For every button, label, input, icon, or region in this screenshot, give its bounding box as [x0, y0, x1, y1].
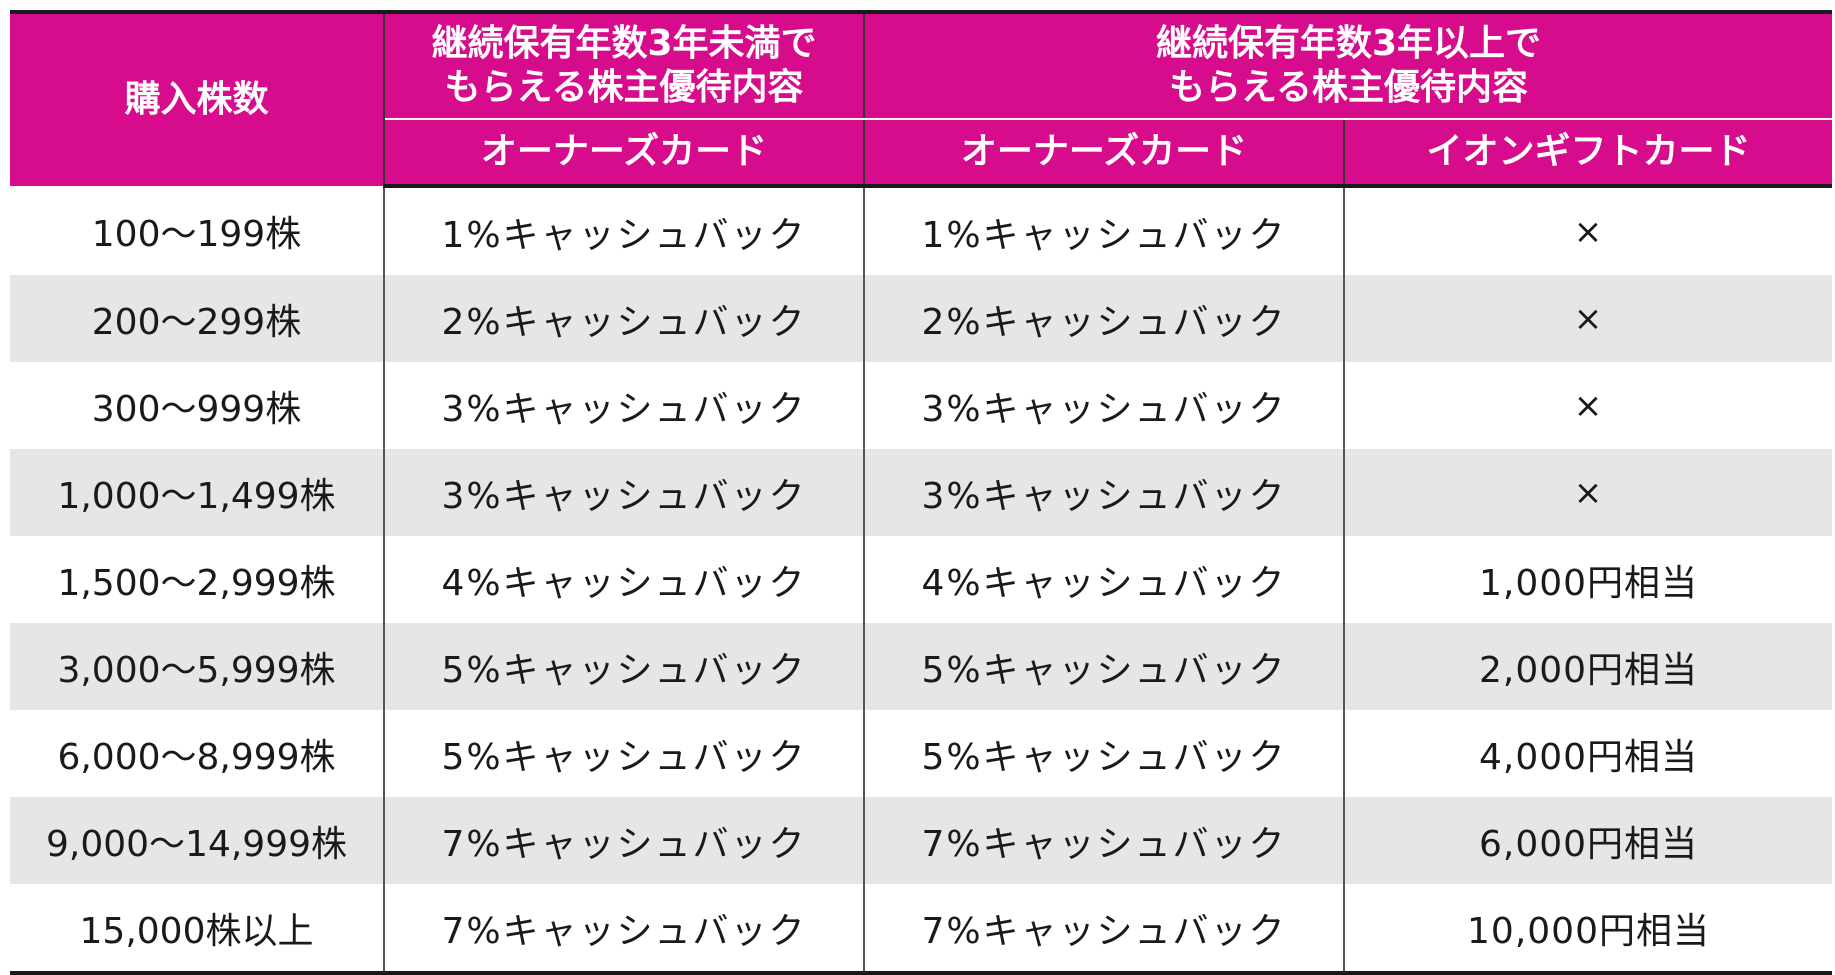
cell-owners-card-under-3: 2%キャッシュバック: [383, 275, 865, 362]
cell-owners-card-over-3: 5%キャッシュバック: [863, 623, 1345, 710]
cell-owners-card-under-3: 5%キャッシュバック: [383, 710, 865, 797]
cell-shares: 6,000～8,999株: [10, 710, 385, 797]
cell-gift-card: ×: [1343, 186, 1832, 275]
cell-owners-card-under-3: 1%キャッシュバック: [383, 186, 865, 275]
table-row: 3,000～5,999株 5%キャッシュバック 5%キャッシュバック 2,000…: [10, 623, 1832, 710]
cell-owners-card-under-3: 3%キャッシュバック: [383, 362, 865, 449]
header-group-over-3-years: 継続保有年数3年以上で もらえる株主優待内容: [863, 12, 1832, 120]
table-row: 200～299株 2%キャッシュバック 2%キャッシュバック ×: [10, 275, 1832, 362]
cell-gift-card: 2,000円相当: [1343, 623, 1832, 710]
table-row: 6,000～8,999株 5%キャッシュバック 5%キャッシュバック 4,000…: [10, 710, 1832, 797]
cell-gift-card: 4,000円相当: [1343, 710, 1832, 797]
table-row: 300～999株 3%キャッシュバック 3%キャッシュバック ×: [10, 362, 1832, 449]
cell-owners-card-under-3: 7%キャッシュバック: [383, 797, 865, 884]
cell-owners-card-over-3: 2%キャッシュバック: [863, 275, 1345, 362]
cell-owners-card-under-3: 3%キャッシュバック: [383, 449, 865, 536]
header-owners-card-under-3: オーナーズカード: [383, 119, 865, 188]
shareholder-benefits-table: 購入株数 継続保有年数3年未満で もらえる株主優待内容 継続保有年数3年以上で …: [10, 10, 1832, 975]
cell-owners-card-over-3: 4%キャッシュバック: [863, 536, 1345, 623]
table-row: 9,000～14,999株 7%キャッシュバック 7%キャッシュバック 6,00…: [10, 797, 1832, 884]
cell-owners-card-over-3: 7%キャッシュバック: [863, 884, 1345, 975]
cell-gift-card: ×: [1343, 362, 1832, 449]
cell-owners-card-under-3: 7%キャッシュバック: [383, 884, 865, 975]
cell-gift-card: ×: [1343, 449, 1832, 536]
header-group-over-3-years-line2: もらえる株主優待内容: [1169, 67, 1528, 108]
cell-shares: 100～199株: [10, 186, 385, 275]
cell-gift-card: 6,000円相当: [1343, 797, 1832, 884]
header-purchased-shares: 購入株数: [10, 12, 385, 186]
cell-shares: 3,000～5,999株: [10, 623, 385, 710]
cell-owners-card-over-3: 1%キャッシュバック: [863, 186, 1345, 275]
cell-shares: 200～299株: [10, 275, 385, 362]
cell-owners-card-over-3: 5%キャッシュバック: [863, 710, 1345, 797]
cell-gift-card: 10,000円相当: [1343, 884, 1832, 975]
table-row: 100～199株 1%キャッシュバック 1%キャッシュバック ×: [10, 186, 1832, 275]
cell-shares: 1,000～1,499株: [10, 449, 385, 536]
cell-owners-card-over-3: 3%キャッシュバック: [863, 449, 1345, 536]
cell-owners-card-under-3: 5%キャッシュバック: [383, 623, 865, 710]
table-row: 1,000～1,499株 3%キャッシュバック 3%キャッシュバック ×: [10, 449, 1832, 536]
header-group-under-3-years-line2: もらえる株主優待内容: [444, 67, 804, 108]
cell-shares: 9,000～14,999株: [10, 797, 385, 884]
cell-gift-card: ×: [1343, 275, 1832, 362]
cell-owners-card-under-3: 4%キャッシュバック: [383, 536, 865, 623]
cell-gift-card: 1,000円相当: [1343, 536, 1832, 623]
cell-shares: 15,000株以上: [10, 884, 385, 975]
cell-shares: 1,500～2,999株: [10, 536, 385, 623]
header-aeon-gift-card: イオンギフトカード: [1343, 119, 1832, 188]
header-group-under-3-years-line1: 継続保有年数3年未満で: [431, 23, 817, 64]
shareholder-benefits-table-container: 購入株数 継続保有年数3年未満で もらえる株主優待内容 継続保有年数3年以上で …: [10, 10, 1832, 975]
cell-shares: 300～999株: [10, 362, 385, 449]
table-row: 1,500～2,999株 4%キャッシュバック 4%キャッシュバック 1,000…: [10, 536, 1832, 623]
table-header: 購入株数 継続保有年数3年未満で もらえる株主優待内容 継続保有年数3年以上で …: [10, 12, 1832, 188]
header-owners-card-over-3: オーナーズカード: [863, 119, 1345, 188]
header-group-over-3-years-line1: 継続保有年数3年以上で: [1155, 23, 1542, 64]
cell-owners-card-over-3: 7%キャッシュバック: [863, 797, 1345, 884]
header-group-under-3-years: 継続保有年数3年未満で もらえる株主優待内容: [383, 12, 865, 120]
table-body: 100～199株 1%キャッシュバック 1%キャッシュバック × 200～299…: [10, 186, 1832, 975]
table-row: 15,000株以上 7%キャッシュバック 7%キャッシュバック 10,000円相…: [10, 884, 1832, 975]
cell-owners-card-over-3: 3%キャッシュバック: [863, 362, 1345, 449]
